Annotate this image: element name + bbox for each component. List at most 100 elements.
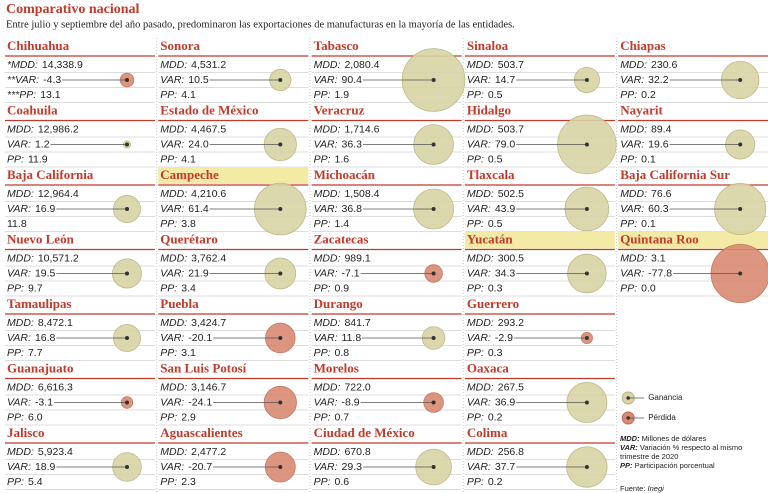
state-name: Chiapas	[620, 38, 666, 53]
row-label: ***PP:	[7, 89, 36, 101]
row-value: 502.5	[498, 188, 524, 200]
row-text: PP: 0.7	[314, 411, 350, 423]
legend-label: Pérdida	[648, 413, 676, 422]
center-dot	[125, 78, 129, 82]
row-text: PP: 0.9	[314, 282, 350, 294]
row-label: VAR:	[314, 267, 338, 279]
row-text: **VAR: -4.3	[7, 74, 61, 86]
row-text: MDD: 76.6	[620, 188, 671, 200]
row-value: 503.7	[498, 59, 524, 71]
legend-dot	[626, 396, 630, 400]
row-text: PP: 0.2	[467, 411, 503, 423]
row-text: *MDD: 14,338.9	[7, 59, 83, 71]
row-label: MDD:	[314, 188, 341, 200]
row-value: 989.1	[344, 252, 370, 264]
row-value: 1,714.6	[344, 123, 379, 135]
row-label: PP:	[467, 218, 484, 230]
row-label: VAR:	[7, 138, 31, 150]
state-name: Sinaloa	[467, 38, 509, 53]
row-label: PP:	[160, 153, 177, 165]
note: VAR: Variación % respecto al mismo trime…	[620, 443, 766, 461]
row-label: VAR:	[160, 74, 184, 86]
highlight	[464, 231, 615, 249]
row-label: PP:	[160, 282, 177, 294]
row-text: MDD: 3,146.7	[160, 381, 226, 393]
row-text: VAR: 18.9	[7, 461, 56, 473]
row-value: 16.8	[35, 332, 56, 344]
row-label: MDD:	[7, 317, 34, 329]
row-label: MDD:	[7, 252, 34, 264]
row-value: 29.3	[342, 461, 363, 473]
row-label: VAR:	[7, 461, 31, 473]
row-text: MDD: 12,964.4	[7, 188, 79, 200]
row-text: MDD: 989.1	[314, 252, 371, 264]
row-text: MDD: 2,477.2	[160, 446, 226, 458]
row-value: 0.1	[641, 218, 656, 230]
center-dot	[431, 271, 436, 276]
row-value: 841.7	[344, 317, 370, 329]
row-label: *MDD:	[7, 59, 38, 71]
state-name: Zacatecas	[314, 231, 369, 246]
row-label: MDD:	[314, 381, 341, 393]
center-dot	[738, 207, 743, 211]
row-value: -4.3	[43, 74, 61, 86]
center-dot	[125, 207, 129, 211]
row-value: 89.4	[651, 123, 672, 135]
note-text: Variación % respecto al mismo trimestre …	[620, 443, 743, 461]
state-name: Nayarit	[620, 102, 663, 117]
row-text: PP: 9.7	[7, 282, 43, 294]
row-label: MDD:	[620, 59, 647, 71]
row-label: VAR:	[467, 267, 491, 279]
row-label: PP:	[467, 411, 484, 423]
row-text: VAR: 43.9	[467, 203, 516, 215]
row-label: PP:	[467, 476, 484, 488]
row-text: PP: 4.1	[160, 89, 196, 101]
row-text: VAR: 10.5	[160, 74, 209, 86]
row-value: 3,424.7	[191, 317, 226, 329]
row-value: 0.5	[488, 153, 503, 165]
row-text: VAR: 19.6	[620, 138, 669, 150]
row-value: 18.9	[35, 461, 56, 473]
row-value: 8,472.1	[38, 317, 73, 329]
row-text: VAR: 14.7	[467, 74, 516, 86]
row-text: VAR: -20.1	[160, 332, 212, 344]
row-value: 3.4	[181, 282, 196, 294]
row-text: VAR: -24.1	[160, 396, 212, 408]
row-value: 1.6	[335, 153, 350, 165]
row-value: 1,508.4	[344, 188, 379, 200]
row-value: 2.9	[181, 411, 196, 423]
row-label: PP:	[620, 89, 637, 101]
row-value: 5.4	[28, 476, 43, 488]
row-value: 21.9	[188, 267, 209, 279]
row-text: PP: 0.1	[620, 153, 656, 165]
highlight	[618, 231, 768, 249]
row-label: VAR:	[314, 74, 338, 86]
center-dot	[125, 142, 129, 147]
state-name: Baja California Sur	[620, 167, 730, 182]
row-label: VAR:	[7, 203, 31, 215]
row-value: 3,762.4	[191, 252, 226, 264]
row-label: MDD:	[160, 123, 187, 135]
row-text: VAR: 16.8	[7, 332, 56, 344]
row-label: MDD:	[467, 59, 494, 71]
state-name: Ciudad de México	[314, 425, 415, 440]
row-value: 230.6	[651, 59, 677, 71]
row-text: MDD: 841.7	[314, 317, 371, 329]
row-label: VAR:	[467, 396, 491, 408]
state-name: Aguascalientes	[160, 425, 242, 440]
state-name: Baja California	[7, 167, 94, 182]
state-name: Durango	[314, 296, 363, 311]
center-dot	[125, 465, 129, 469]
row-value: -20.7	[188, 461, 212, 473]
row-text: MDD: 3,762.4	[160, 252, 226, 264]
row-label: PP:	[314, 218, 331, 230]
row-label: PP:	[7, 347, 24, 359]
row-value: 1.2	[35, 138, 50, 150]
row-text: PP: 0.3	[467, 347, 503, 359]
center-dot	[278, 271, 283, 276]
row-label: **VAR:	[7, 74, 39, 86]
center-dot	[431, 207, 436, 211]
center-dot	[738, 142, 743, 147]
state-name: Guerrero	[467, 296, 519, 311]
row-text: MDD: 3,424.7	[160, 317, 226, 329]
